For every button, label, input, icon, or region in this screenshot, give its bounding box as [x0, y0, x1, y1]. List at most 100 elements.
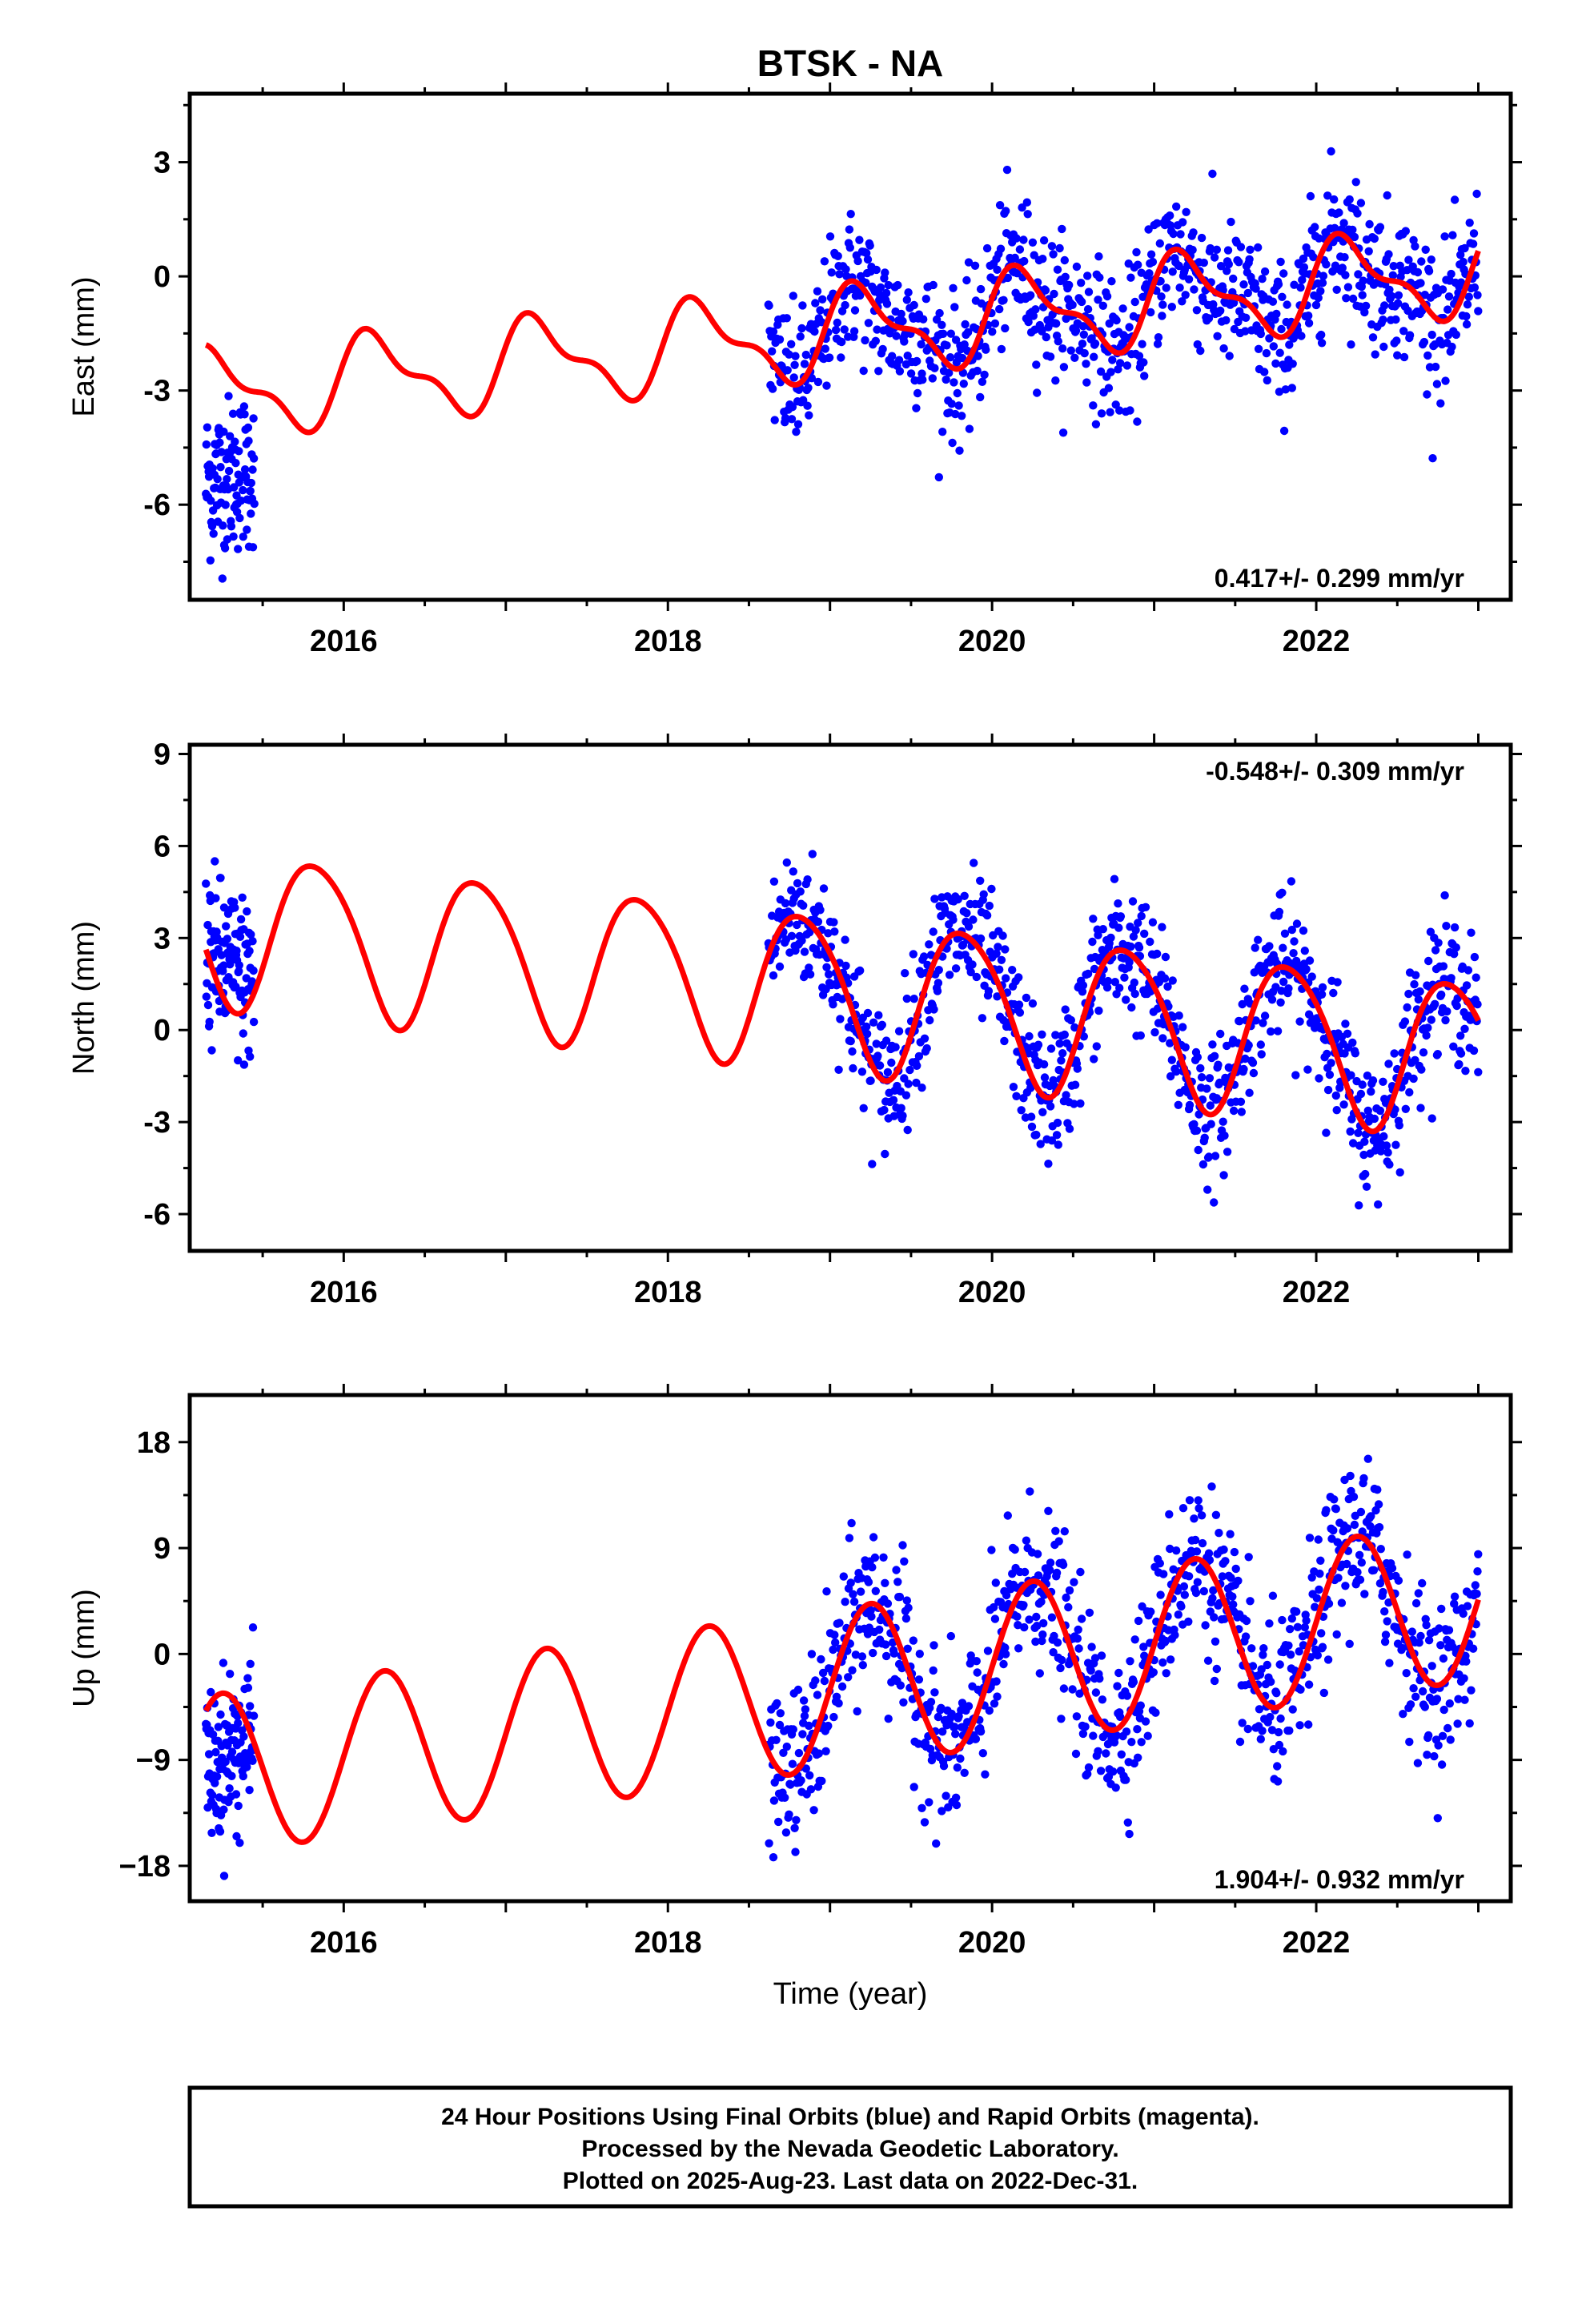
north-data-point [1276, 998, 1285, 1007]
east-data-point [250, 499, 259, 509]
up-data-point [1081, 1722, 1090, 1731]
north-data-point [1026, 1084, 1035, 1092]
east-data-point [1190, 285, 1199, 294]
north-x-tick-label: 2022 [1283, 1276, 1351, 1309]
up-data-point [929, 1666, 938, 1675]
up-data-point [1357, 1558, 1367, 1567]
north-data-point [1065, 1124, 1074, 1133]
north-y-axis-label: North (mm) [67, 921, 101, 1075]
up-data-point [1199, 1586, 1209, 1596]
east-data-point [993, 265, 1002, 274]
east-data-point [1126, 406, 1134, 415]
north-data-point [1015, 1008, 1025, 1017]
north-data-point [926, 1015, 934, 1025]
north-data-point [202, 992, 211, 1001]
east-data-point [1268, 297, 1278, 306]
east-data-point [243, 423, 253, 432]
east-data-point [1427, 255, 1436, 264]
up-data-point [978, 1749, 988, 1758]
up-data-point [1033, 1550, 1042, 1558]
north-data-point [1355, 1201, 1363, 1210]
up-data-point [207, 1828, 216, 1837]
east-panel-frame [187, 91, 1513, 602]
up-data-point [857, 1652, 867, 1661]
east-data-point [1065, 280, 1074, 290]
north-data-point [1439, 962, 1448, 971]
north-data-point [1358, 1080, 1367, 1089]
north-data-point [1219, 1117, 1227, 1126]
up-data-point [1259, 1651, 1267, 1659]
east-data-point [1082, 378, 1091, 387]
up-data-point [990, 1614, 1000, 1623]
east-data-point [948, 438, 957, 448]
up-data-point [937, 1703, 946, 1712]
east-data-point [902, 296, 912, 304]
north-data-point [993, 992, 1002, 1001]
east-data-point [1436, 399, 1445, 408]
up-data-point [1381, 1630, 1391, 1639]
up-data-point [1433, 1814, 1443, 1823]
east-data-point [1399, 327, 1408, 336]
north-data-point [1462, 981, 1472, 990]
east-data-point [1279, 269, 1288, 278]
north-data-point [1036, 1140, 1045, 1148]
north-data-point [1161, 952, 1170, 962]
east-data-point [1002, 165, 1012, 175]
up-data-point [956, 1754, 965, 1763]
up-data-point [1405, 1737, 1414, 1747]
north-data-point [929, 927, 938, 936]
up-data-point [1090, 1654, 1100, 1663]
up-data-point [1234, 1576, 1243, 1586]
north-data-point [1452, 1001, 1461, 1011]
up-data-point [1022, 1536, 1031, 1545]
north-data-point [891, 1043, 900, 1051]
east-data-point [1411, 242, 1419, 251]
up-data-point [1355, 1550, 1364, 1560]
up-data-point [1242, 1616, 1251, 1626]
up-data-point [805, 1771, 814, 1780]
north-data-point [1354, 1128, 1363, 1138]
east-data-point [1463, 300, 1472, 309]
east-data-point [1440, 232, 1449, 241]
east-data-point [1389, 262, 1398, 271]
up-data-point [1454, 1695, 1463, 1703]
up-data-point [895, 1592, 905, 1602]
east-data-point [1351, 178, 1360, 187]
up-data-point [1231, 1564, 1240, 1574]
up-data-point [1053, 1638, 1062, 1647]
up-data-point [879, 1553, 888, 1562]
east-data-point [884, 280, 893, 290]
east-data-point [1158, 312, 1166, 320]
east-data-point [1204, 314, 1214, 323]
up-data-point [987, 1546, 996, 1554]
north-data-point [857, 1068, 867, 1076]
east-data-point [935, 308, 944, 318]
up-data-point [1046, 1566, 1054, 1574]
up-data-point [973, 1668, 982, 1677]
up-data-point [1443, 1723, 1452, 1733]
up-data-point [781, 1828, 791, 1837]
east-data-point [863, 255, 873, 264]
up-data-point [248, 1756, 257, 1765]
north-data-point [903, 1125, 912, 1135]
north-data-point [1464, 966, 1473, 975]
north-data-point [1279, 943, 1287, 952]
up-data-point [1436, 1641, 1445, 1650]
north-data-point [1090, 964, 1099, 974]
up-data-point [1322, 1506, 1331, 1515]
up-data-point [1129, 1678, 1138, 1687]
north-data-point [1058, 1049, 1067, 1058]
up-data-point [1424, 1636, 1434, 1645]
east-data-point [855, 235, 864, 244]
north-data-point [920, 1034, 930, 1043]
north-data-point [1472, 973, 1480, 982]
east-data-point [938, 428, 947, 436]
east-data-point [1139, 358, 1148, 367]
east-data-point [240, 410, 249, 419]
up-data-point [841, 1598, 849, 1606]
east-data-point [1274, 279, 1283, 289]
up-data-point [1467, 1686, 1476, 1695]
up-points-group [202, 1454, 1483, 1880]
east-x-tick-label: 2018 [634, 625, 702, 658]
north-data-point [904, 1080, 913, 1088]
